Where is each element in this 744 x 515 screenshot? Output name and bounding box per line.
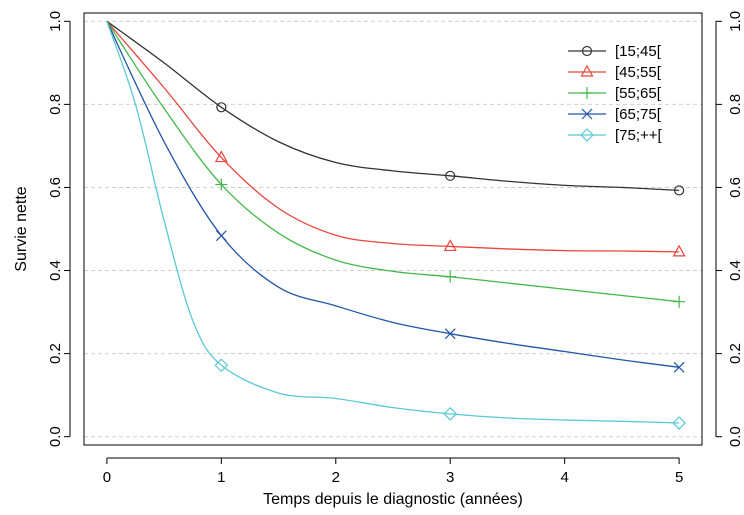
legend-marker xyxy=(581,87,593,99)
grid-lines xyxy=(84,20,702,438)
series-2 xyxy=(106,20,686,257)
legend-item: [55;65[ xyxy=(568,85,662,102)
legend-item: [15;45[ xyxy=(568,43,662,60)
x-tick-label: 5 xyxy=(675,469,683,486)
plot-frame xyxy=(83,12,703,446)
legend-marker xyxy=(581,45,593,57)
x-tick-label: 1 xyxy=(217,469,225,486)
data-point-marker xyxy=(215,230,227,242)
x-tick-label: 2 xyxy=(332,469,340,486)
legend-label: [65;75[ xyxy=(615,106,662,123)
legend-item: [75;++[ xyxy=(568,127,663,144)
series-line xyxy=(106,21,680,424)
y-tick-label-left: 0.8 xyxy=(47,94,64,115)
data-point-marker xyxy=(443,406,458,421)
data-point-marker xyxy=(214,150,228,163)
y-tick-label-right: 0.0 xyxy=(727,426,744,447)
y-tick-label-right: 0.2 xyxy=(727,343,744,364)
data-point-marker xyxy=(444,270,457,283)
data-point-marker xyxy=(444,328,456,340)
y-tick-label-left: 0.2 xyxy=(47,343,64,364)
legend-label: [45;55[ xyxy=(615,64,662,81)
y-tick-label-left: 0.0 xyxy=(47,426,64,447)
legend-label: [75;++[ xyxy=(615,127,663,144)
data-point-marker xyxy=(673,361,685,373)
legend-item: [65;75[ xyxy=(568,106,662,123)
y-tick-label-left: 1.0 xyxy=(47,11,64,32)
x-axis: 0 1 2 3 4 5 xyxy=(103,457,683,486)
y-axis-title: Survie nette xyxy=(13,186,30,271)
data-point-marker xyxy=(673,295,686,308)
series-line xyxy=(106,20,680,303)
data-point-marker xyxy=(214,358,229,373)
data-point-marker xyxy=(215,178,228,191)
data-point-marker xyxy=(674,185,685,196)
data-point-marker xyxy=(672,244,686,257)
legend-marker xyxy=(580,64,594,77)
x-tick-label: 3 xyxy=(446,469,454,486)
data-point-marker xyxy=(443,239,457,252)
y-tick-label-left: 0.4 xyxy=(47,260,64,281)
series-3 xyxy=(106,20,686,308)
data-point-marker xyxy=(672,416,686,430)
y-tick-label-left: 0.6 xyxy=(47,177,64,198)
legend-label: [15;45[ xyxy=(615,43,662,60)
x-tick-label: 0 xyxy=(103,469,111,486)
y-tick-label-right: 0.6 xyxy=(727,177,744,198)
y-axis-right: 0.0 0.2 0.4 0.6 0.8 1.0 xyxy=(715,11,744,447)
series-1 xyxy=(106,20,685,196)
legend-marker xyxy=(581,108,593,120)
series-4 xyxy=(106,21,685,373)
legend-marker xyxy=(580,128,594,142)
series-line xyxy=(106,20,680,253)
series-group xyxy=(106,20,686,430)
series-line xyxy=(106,20,680,192)
x-axis-title: Temps depuis le diagnostic (années) xyxy=(263,491,523,508)
legend-item: [45;55[ xyxy=(568,64,662,81)
y-tick-label-right: 0.8 xyxy=(727,94,744,115)
data-point-marker xyxy=(445,170,456,181)
y-tick-label-right: 0.4 xyxy=(727,260,744,281)
data-point-marker xyxy=(216,102,227,113)
series-5 xyxy=(106,21,686,430)
legend-label: [55;65[ xyxy=(615,85,662,102)
series-line xyxy=(106,21,680,368)
legend: [15;45[ [45;55[ [55;65[ [65;75[ [75;++[ xyxy=(568,43,663,144)
y-tick-label-right: 1.0 xyxy=(727,11,744,32)
x-tick-label: 4 xyxy=(560,469,568,486)
y-axis-left: 0.0 0.2 0.4 0.6 0.8 1.0 xyxy=(47,11,71,447)
